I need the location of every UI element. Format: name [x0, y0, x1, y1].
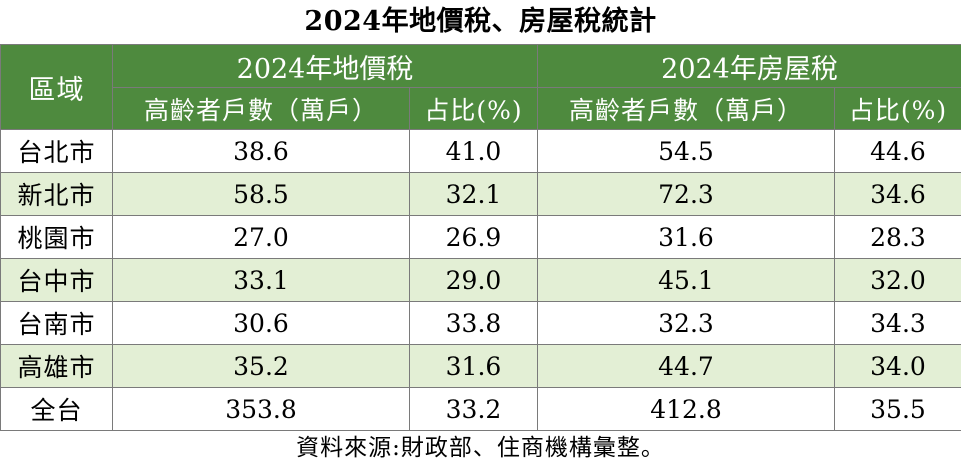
header-row-groups: 區域 2024年地價稅 2024年房屋稅: [0, 44, 961, 130]
header-row-columns: 高齡者戶數（萬戶） 占比(%) 高齡者戶數（萬戶） 占比(%): [1, 87, 961, 130]
cell-house-share: 34.6: [834, 172, 961, 216]
cell-land-share: 31.6: [409, 344, 538, 388]
table-row: 台中市 33.1 29.0 45.1 32.0: [0, 258, 961, 302]
cell-house-count: 32.3: [537, 301, 835, 345]
header-land-share: 占比(%): [409, 87, 538, 130]
cell-land-share: 32.1: [409, 172, 538, 216]
header-house-share: 占比(%): [834, 87, 961, 130]
cell-land-share: 26.9: [409, 215, 538, 259]
cell-land-share: 29.0: [409, 258, 538, 302]
cell-region: 高雄市: [0, 344, 113, 388]
cell-land-count: 38.6: [112, 129, 410, 173]
table-row: 新北市 58.5 32.1 72.3 34.6: [0, 172, 961, 216]
cell-house-share: 34.3: [834, 301, 961, 345]
table-row: 桃園市 27.0 26.9 31.6 28.3: [0, 215, 961, 259]
cell-land-share: 33.2: [409, 387, 538, 431]
cell-house-count: 72.3: [537, 172, 835, 216]
cell-land-count: 33.1: [112, 258, 410, 302]
header-house-count: 高齡者戶數（萬戶）: [537, 87, 835, 130]
cell-region: 台北市: [0, 129, 113, 173]
cell-land-count: 353.8: [112, 387, 410, 431]
cell-house-share: 34.0: [834, 344, 961, 388]
cell-land-count: 27.0: [112, 215, 410, 259]
cell-house-count: 31.6: [537, 215, 835, 259]
cell-land-share: 41.0: [409, 129, 538, 173]
header-land-count: 高齡者戶數（萬戶）: [112, 87, 410, 130]
cell-land-share: 33.8: [409, 301, 538, 345]
table-row: 高雄市 35.2 31.6 44.7 34.0: [0, 344, 961, 388]
table-title: 2024年地價稅、房屋稅統計: [304, 6, 657, 37]
cell-region: 台中市: [0, 258, 113, 302]
cell-land-count: 30.6: [112, 301, 410, 345]
table-row: 台南市 30.6 33.8 32.3 34.3: [0, 301, 961, 345]
cell-house-share: 35.5: [834, 387, 961, 431]
cell-region: 桃園市: [0, 215, 113, 259]
header-house-tax: 2024年房屋稅: [537, 44, 961, 88]
cell-land-count: 35.2: [112, 344, 410, 388]
table-row: 台北市 38.6 41.0 54.5 44.6: [0, 129, 961, 173]
source-note: 資料來源:財政部、住商機構彙整。: [296, 435, 665, 461]
cell-region: 全台: [0, 387, 113, 431]
cell-house-share: 32.0: [834, 258, 961, 302]
cell-region: 台南市: [0, 301, 113, 345]
cell-house-share: 44.6: [834, 129, 961, 173]
header-land-tax: 2024年地價稅: [112, 44, 538, 88]
cell-region: 新北市: [0, 172, 113, 216]
cell-house-share: 28.3: [834, 215, 961, 259]
cell-house-count: 45.1: [537, 258, 835, 302]
table-row-total: 全台 353.8 33.2 412.8 35.5: [0, 387, 961, 431]
cell-house-count: 44.7: [537, 344, 835, 388]
cell-house-count: 412.8: [537, 387, 835, 431]
cell-land-count: 58.5: [112, 172, 410, 216]
tax-statistics-table: 區域 2024年地價稅 2024年房屋稅 高齡者戶數（萬戶） 占比(%) 高齡者…: [0, 44, 961, 431]
header-region: 區域: [0, 44, 113, 130]
cell-house-count: 54.5: [537, 129, 835, 173]
